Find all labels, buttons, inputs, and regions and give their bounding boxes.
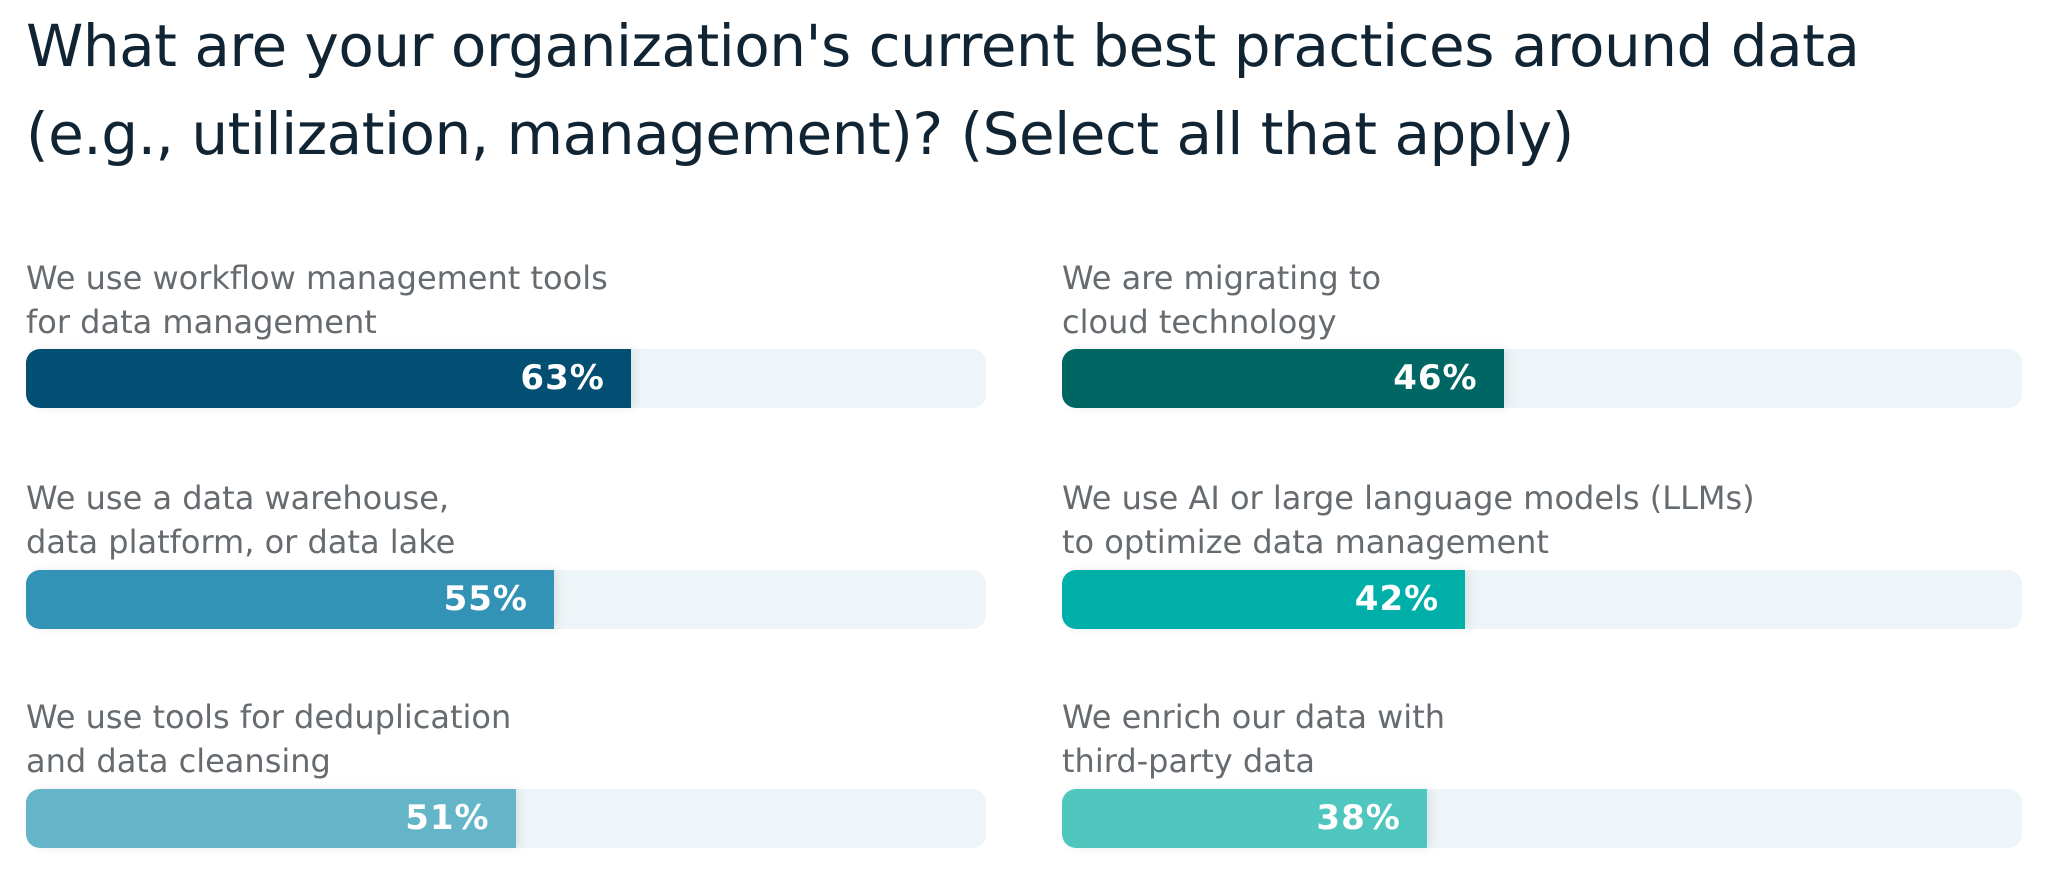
bar-track: 51%: [26, 789, 986, 848]
bar: [26, 570, 554, 629]
bar-label: We enrich our data with third-party data: [1062, 698, 1446, 780]
bar-label: We use AI or large language models (LLMs…: [1062, 479, 1755, 561]
bar-track: 42%: [1062, 570, 2022, 629]
bar: [1062, 789, 1427, 848]
bar-track: 63%: [26, 349, 986, 408]
value-label: 51%: [405, 798, 490, 838]
bar-label: We use workflow management tools for dat…: [26, 259, 608, 341]
bar: [26, 789, 516, 848]
value-label: 55%: [443, 579, 528, 619]
bar: [1062, 349, 1504, 408]
bar-label: We use tools for deduplication and data …: [26, 698, 512, 780]
value-label: 38%: [1316, 798, 1401, 838]
bar-track: 55%: [26, 570, 986, 629]
bar-label: We are migrating to cloud technology: [1062, 259, 1382, 341]
value-label: 63%: [520, 358, 605, 398]
value-label: 46%: [1393, 358, 1478, 398]
chart-title: What are your organization's current bes…: [26, 12, 1860, 168]
bar: [26, 349, 631, 408]
bar-label: We use a data warehouse, data platform, …: [26, 479, 456, 561]
bar-track: 38%: [1062, 789, 2022, 848]
value-label: 42%: [1354, 579, 1440, 619]
bar: [1062, 570, 1466, 629]
bar-track: 46%: [1062, 349, 2022, 408]
